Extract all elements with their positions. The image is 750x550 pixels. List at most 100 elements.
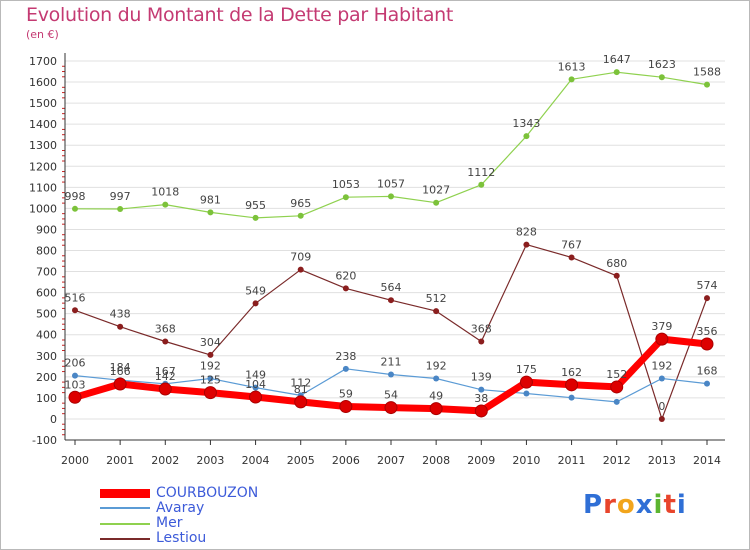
data-label-avaray: 112 xyxy=(290,376,311,389)
data-label-mer: 997 xyxy=(110,190,131,203)
data-label-lestiou: 828 xyxy=(516,226,537,239)
point-avaray xyxy=(523,390,530,397)
logo-letter: o xyxy=(616,490,636,520)
data-label-mer: 981 xyxy=(200,193,221,206)
data-label-courbouzon: 152 xyxy=(606,368,627,381)
y-tick-label: 700 xyxy=(36,266,57,279)
data-label-mer: 1343 xyxy=(512,117,540,130)
point-lestiou xyxy=(523,241,530,248)
data-label-courbouzon: 142 xyxy=(155,370,176,383)
y-tick-label: 900 xyxy=(36,223,57,236)
point-lestiou xyxy=(433,308,440,315)
point-avaray xyxy=(704,380,710,387)
point-avaray xyxy=(568,394,575,401)
y-tick-label: -100 xyxy=(32,434,57,447)
data-label-avaray: 167 xyxy=(155,365,176,378)
logo-letter: t xyxy=(663,490,677,520)
point-lestiou xyxy=(207,351,214,358)
data-label-lestiou: 304 xyxy=(200,336,221,349)
point-courbouzon xyxy=(294,395,308,409)
data-label-lestiou: 767 xyxy=(561,238,582,251)
data-label-mer: 1647 xyxy=(603,53,631,66)
x-tick-label: 2010 xyxy=(512,454,540,467)
x-tick-label: 2002 xyxy=(151,454,179,467)
data-label-courbouzon: 356 xyxy=(697,325,718,338)
data-label-courbouzon: 162 xyxy=(561,366,582,379)
point-courbouzon xyxy=(203,386,217,400)
point-lestiou xyxy=(117,323,124,330)
point-courbouzon xyxy=(384,401,398,415)
x-tick-label: 2014 xyxy=(693,454,721,467)
data-label-courbouzon: 81 xyxy=(294,383,308,396)
data-label-mer: 1588 xyxy=(693,66,721,79)
logo-letter: i xyxy=(653,490,664,520)
point-avaray xyxy=(478,386,485,393)
data-label-lestiou: 620 xyxy=(335,269,356,282)
proxiti-logo: Proxiti xyxy=(583,490,687,520)
data-label-mer: 955 xyxy=(245,199,266,212)
x-tick-label: 2001 xyxy=(106,454,134,467)
point-courbouzon xyxy=(339,400,353,414)
data-label-courbouzon: 175 xyxy=(516,363,537,376)
data-label-courbouzon: 49 xyxy=(429,390,443,403)
y-tick-label: 1700 xyxy=(29,55,57,68)
legend-label-mer: Mer xyxy=(156,515,183,531)
point-courbouzon xyxy=(565,378,579,392)
point-mer xyxy=(162,201,169,208)
point-courbouzon xyxy=(429,402,443,416)
point-lestiou xyxy=(297,266,304,273)
point-mer xyxy=(658,74,665,81)
y-tick-label: 400 xyxy=(36,329,57,342)
point-mer xyxy=(568,76,575,83)
point-mer xyxy=(207,209,214,216)
data-label-lestiou: 564 xyxy=(381,281,402,294)
grid-lines xyxy=(65,60,725,441)
point-mer xyxy=(252,214,259,221)
point-lestiou xyxy=(388,297,394,304)
x-tick-label: 2003 xyxy=(196,454,224,467)
legend-label-courbouzon: COURBOUZON xyxy=(156,485,259,501)
data-label-avaray: 192 xyxy=(651,360,672,373)
logo-letter: r xyxy=(603,490,617,520)
data-label-lestiou: 438 xyxy=(110,308,131,321)
point-lestiou xyxy=(162,338,169,345)
y-tick-label: 300 xyxy=(36,350,57,363)
y-tick-label: 1500 xyxy=(29,97,57,110)
point-mer xyxy=(297,212,304,219)
data-label-lestiou: 0 xyxy=(658,400,665,413)
point-lestiou xyxy=(613,272,620,279)
point-mer xyxy=(523,133,530,140)
y-tick-label: 500 xyxy=(36,308,57,321)
point-courbouzon xyxy=(655,332,669,346)
point-mer xyxy=(478,181,485,188)
chart-title: Evolution du Montant de la Dette par Hab… xyxy=(26,4,454,26)
legend-swatch-avaray xyxy=(100,507,150,509)
point-courbouzon xyxy=(700,337,714,351)
data-label-courbouzon: 59 xyxy=(339,388,353,401)
data-label-lestiou: 512 xyxy=(426,292,447,305)
data-label-lestiou: 516 xyxy=(65,291,86,304)
point-lestiou xyxy=(704,295,710,302)
point-lestiou xyxy=(478,338,485,345)
legend-label-lestiou: Lestiou xyxy=(156,530,207,546)
data-label-courbouzon: 125 xyxy=(200,374,221,387)
y-tick-label: 1000 xyxy=(29,202,57,215)
data-label-mer: 1057 xyxy=(377,177,405,190)
point-courbouzon xyxy=(68,390,82,404)
point-lestiou xyxy=(72,307,78,314)
point-avaray xyxy=(433,375,440,382)
data-label-lestiou: 709 xyxy=(290,251,311,264)
data-label-courbouzon: 103 xyxy=(65,378,86,391)
x-tick-label: 2013 xyxy=(648,454,676,467)
logo-letter: x xyxy=(635,490,654,520)
y-tick-label: 100 xyxy=(36,392,57,405)
data-label-mer: 1623 xyxy=(648,58,676,71)
data-label-avaray: 238 xyxy=(335,350,356,363)
x-tick-label: 2009 xyxy=(467,454,495,467)
point-lestiou xyxy=(342,285,349,292)
y-tick-label: 600 xyxy=(36,287,57,300)
data-label-avaray: 211 xyxy=(381,356,402,369)
data-label-avaray: 206 xyxy=(65,357,86,370)
point-avaray xyxy=(342,365,349,372)
